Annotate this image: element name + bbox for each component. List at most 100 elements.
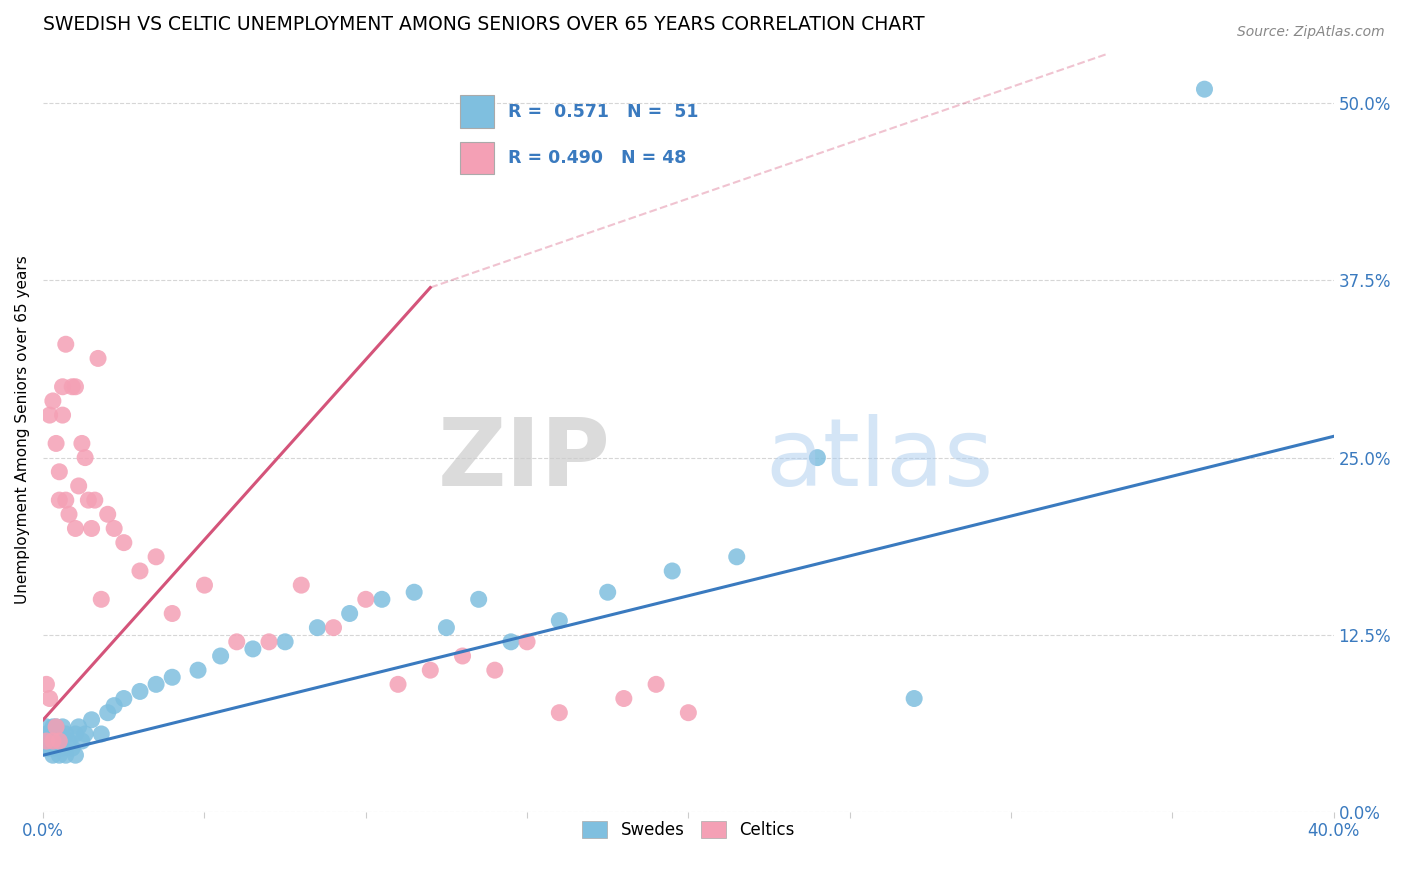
Text: ZIP: ZIP [439,414,612,506]
Point [145,677,167,691]
Point [451,648,474,663]
Point [307,621,329,635]
Point [48,734,70,748]
Point [548,706,571,720]
Point [387,677,409,691]
Point [65,727,87,741]
Point [35,720,58,734]
Point [613,691,636,706]
Point [51,408,73,422]
Point [58,734,80,748]
Point [35,734,58,748]
Point [70,734,93,748]
Point [290,578,312,592]
Point [725,549,748,564]
Point [42,393,65,408]
Point [548,614,571,628]
Point [42,748,65,763]
Point [70,436,93,450]
Point [354,592,377,607]
Point [484,663,506,677]
Point [58,508,80,522]
Point [48,493,70,508]
Point [274,635,297,649]
Point [499,635,522,649]
Point [187,663,209,677]
Point [112,535,135,549]
Point [65,748,87,763]
Point [97,508,120,522]
Point [436,621,458,635]
Point [80,521,103,535]
Point [97,706,120,720]
Point [48,748,70,763]
Point [75,450,97,465]
Point [145,549,167,564]
Point [371,592,394,607]
Point [35,677,58,691]
Point [129,684,152,698]
Point [903,691,925,706]
Point [516,635,538,649]
Point [242,641,264,656]
Point [806,450,828,465]
Text: atlas: atlas [766,414,994,506]
Point [42,734,65,748]
Point [55,337,77,351]
Point [83,493,105,508]
Point [404,585,426,599]
Point [90,592,112,607]
Point [77,493,100,508]
Point [55,748,77,763]
Point [38,741,60,756]
Point [45,741,67,756]
Point [38,734,60,748]
Point [45,720,67,734]
Point [661,564,683,578]
Point [645,677,668,691]
Point [160,670,183,684]
Point [48,465,70,479]
Point [51,380,73,394]
Point [225,635,247,649]
Point [160,607,183,621]
Point [75,727,97,741]
Point [129,564,152,578]
Text: Source: ZipAtlas.com: Source: ZipAtlas.com [1237,25,1385,39]
Point [60,380,83,394]
Point [112,691,135,706]
Text: SWEDISH VS CELTIC UNEMPLOYMENT AMONG SENIORS OVER 65 YEARS CORRELATION CHART: SWEDISH VS CELTIC UNEMPLOYMENT AMONG SEN… [44,15,925,34]
Point [65,380,87,394]
Point [339,607,361,621]
Point [38,408,60,422]
Point [48,734,70,748]
Point [80,713,103,727]
Point [55,493,77,508]
Point [38,727,60,741]
Point [193,578,215,592]
Point [51,720,73,734]
Point [55,727,77,741]
Point [103,521,125,535]
Point [257,635,280,649]
Point [65,521,87,535]
Point [1194,82,1216,96]
Point [467,592,489,607]
Point [42,720,65,734]
Point [51,741,73,756]
Point [48,727,70,741]
Point [596,585,619,599]
Point [678,706,700,720]
Point [103,698,125,713]
Legend: Swedes, Celtics: Swedes, Celtics [575,814,801,846]
Point [67,720,90,734]
Point [322,621,344,635]
Point [35,741,58,756]
Point [419,663,441,677]
Point [87,351,110,366]
Point [38,691,60,706]
Point [45,720,67,734]
Point [45,436,67,450]
Point [90,727,112,741]
Point [35,727,58,741]
